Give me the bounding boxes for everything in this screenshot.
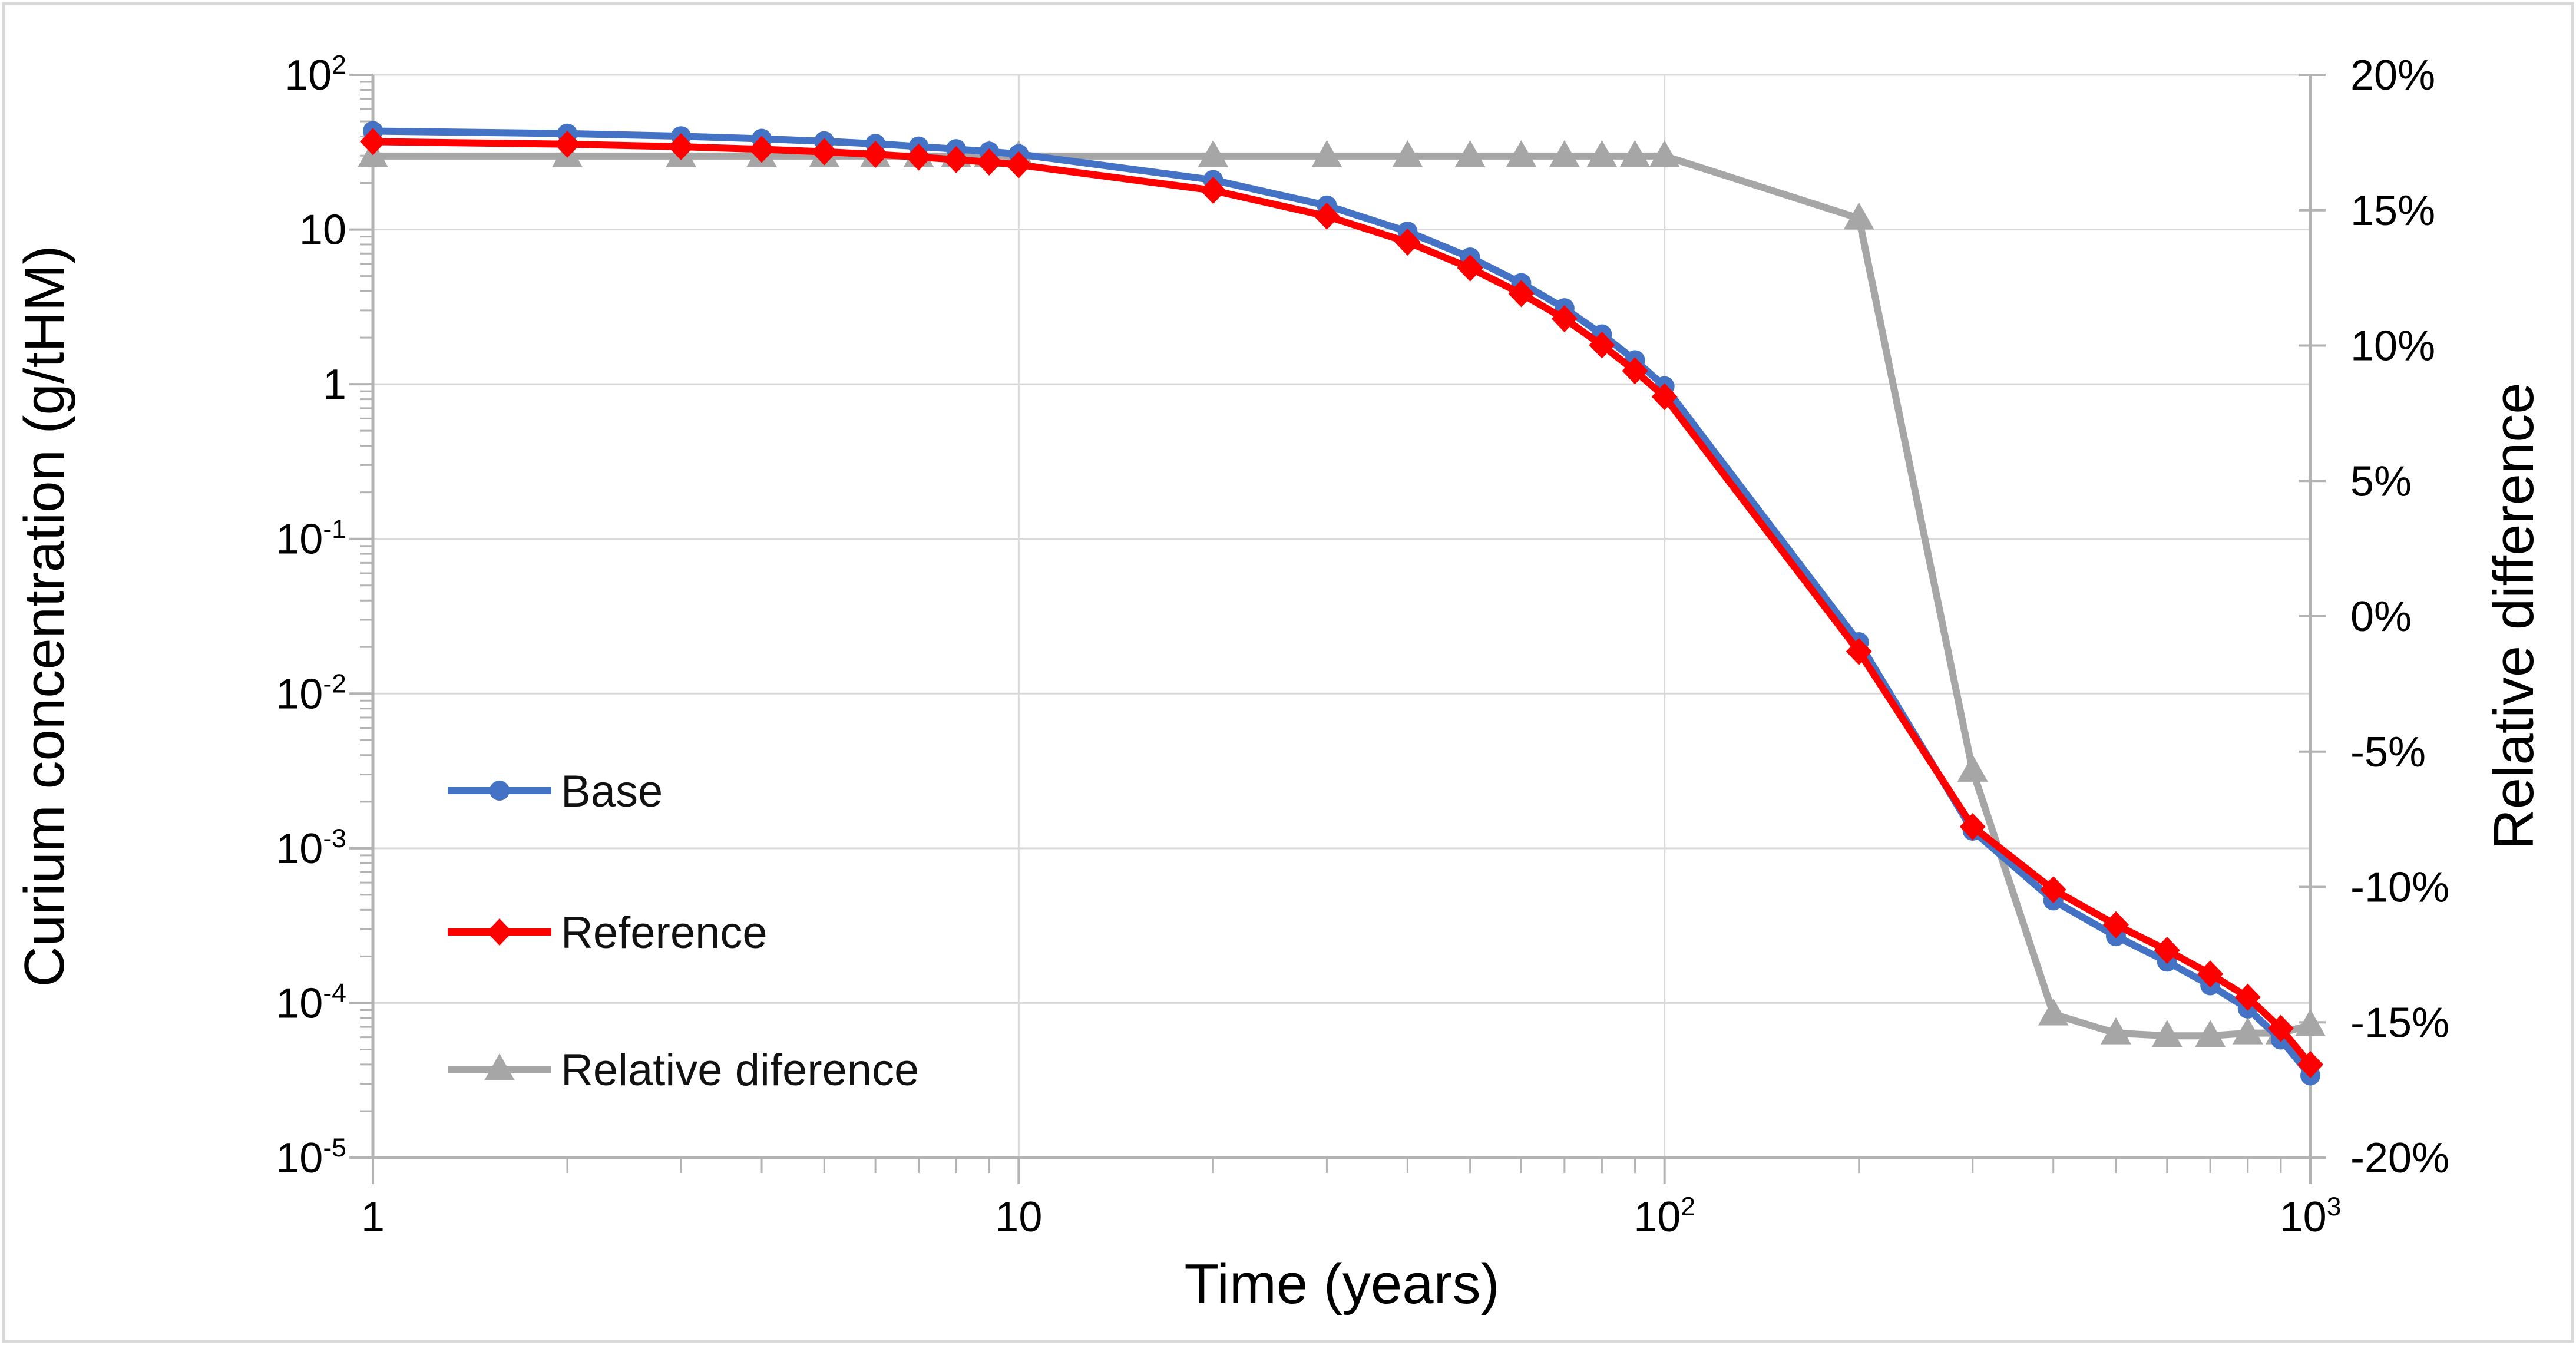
- diamond-marker: [668, 133, 695, 161]
- diamond-marker: [1314, 202, 1340, 230]
- series-line: [369, 127, 2314, 1079]
- diamond-marker: [360, 128, 386, 156]
- x-tick-label: 10: [995, 1194, 1042, 1241]
- diamond-marker: [2234, 983, 2261, 1011]
- legend-label: Base: [561, 766, 663, 817]
- legend: Base Reference Relative diference: [448, 766, 919, 1095]
- diamond-marker: [1551, 305, 1578, 333]
- diamond-marker: [749, 136, 775, 163]
- diamond-marker: [2197, 960, 2224, 988]
- diamond-marker: [943, 146, 970, 173]
- diamond-marker: [976, 148, 1003, 176]
- triangle-marker: [2151, 1020, 2183, 1047]
- triangle-marker: [1586, 140, 1618, 167]
- x-tick-label: 102: [1633, 1192, 1695, 1241]
- triangle-marker: [2295, 1009, 2326, 1036]
- y-right-tick-label: 10%: [2350, 323, 2435, 370]
- legend-item-base: Base: [448, 766, 663, 817]
- axis-lines: [371, 75, 2312, 1159]
- diamond-marker: [2102, 911, 2129, 938]
- plot-area: 102 10 1 10-1 10-2 10-3 10-4 10-5 1 10 102 103 20% 15…: [276, 51, 2449, 1241]
- diamond-marker: [554, 130, 581, 158]
- legend-item-reference: Reference: [448, 908, 768, 958]
- diamond-marker: [2267, 1014, 2294, 1042]
- triangle-marker: [1649, 140, 1680, 167]
- legend-item-relative-diference: Relative diference: [448, 1045, 919, 1095]
- triangle-marker: [2100, 1017, 2131, 1045]
- triangle-marker: [1311, 140, 1342, 167]
- series-reference: [360, 128, 2323, 1078]
- tick-labels: 102 10 1 10-1 10-2 10-3 10-4 10-5 1 10 102 103 20% 15…: [276, 51, 2449, 1241]
- diamond-marker: [1394, 228, 1421, 256]
- triangle-marker: [2038, 998, 2069, 1026]
- triangle-marker: [1549, 140, 1580, 167]
- y-left-tick-label: 102: [285, 51, 346, 99]
- diamond-marker: [811, 138, 838, 166]
- x-tick-label: 1: [361, 1194, 385, 1241]
- triangle-marker: [2232, 1017, 2263, 1045]
- legend-label: Reference: [561, 908, 768, 958]
- series-group: [358, 121, 2326, 1086]
- y-right-axis-title: Relative difference: [2482, 382, 2545, 850]
- diamond-marker: [2154, 937, 2180, 964]
- y-right-tick-label: 15%: [2350, 187, 2435, 234]
- diamond-marker: [1508, 280, 1535, 308]
- diamond-marker: [862, 141, 889, 168]
- diamond-marker: [1200, 177, 1226, 204]
- diamond-marker: [2297, 1050, 2323, 1078]
- triangle-marker: [1506, 140, 1537, 167]
- diamond-marker: [1006, 151, 1032, 179]
- diamond-marker: [1959, 813, 1986, 841]
- y-right-tick-label: 0%: [2350, 593, 2412, 640]
- y-left-tick-label: 10-5: [276, 1133, 346, 1182]
- diamond-marker: [905, 143, 932, 171]
- triangle-marker: [484, 1053, 515, 1080]
- series-line: [369, 138, 2314, 1068]
- triangle-marker: [1392, 140, 1423, 167]
- y-right-tick-label: -15%: [2350, 999, 2449, 1046]
- diamond-marker: [2040, 876, 2066, 904]
- y-right-tick-label: 5%: [2350, 458, 2412, 505]
- y-left-tick-label: 1: [323, 361, 346, 408]
- triangle-marker: [1843, 202, 1874, 230]
- x-tick-label: 103: [2280, 1192, 2342, 1241]
- diamond-marker: [487, 918, 512, 946]
- diamond-marker: [1457, 254, 1483, 282]
- diamond-marker: [1846, 637, 1872, 665]
- triangle-marker: [1198, 140, 1229, 167]
- y-left-tick-label: 10-4: [276, 979, 346, 1027]
- y-left-tick-label: 10-1: [276, 515, 346, 563]
- y-right-tick-label: 20%: [2350, 52, 2435, 99]
- triangle-marker: [1957, 754, 1988, 782]
- y-right-tick-label: -20%: [2350, 1135, 2449, 1182]
- y-right-tick-label: -10%: [2350, 864, 2449, 911]
- y-left-tick-label: 10-2: [276, 670, 346, 718]
- diamond-marker: [1651, 383, 1678, 411]
- y-right-tick-label: -5%: [2350, 729, 2426, 776]
- legend-label: Relative diference: [561, 1045, 919, 1095]
- x-axis-title: Time (years): [1184, 1253, 1499, 1316]
- triangle-marker: [1454, 140, 1486, 167]
- y-left-axis-title: Curium concentration (g/tHM): [13, 245, 76, 987]
- triangle-marker: [2195, 1020, 2226, 1047]
- circle-marker: [490, 781, 510, 801]
- triangle-marker: [1619, 140, 1651, 167]
- axis-ticks: [349, 74, 2326, 1184]
- diamond-marker: [1622, 357, 1648, 385]
- diamond-marker: [1589, 331, 1615, 359]
- y-left-tick-label: 10: [299, 207, 346, 254]
- y-left-tick-label: 10-3: [276, 824, 346, 873]
